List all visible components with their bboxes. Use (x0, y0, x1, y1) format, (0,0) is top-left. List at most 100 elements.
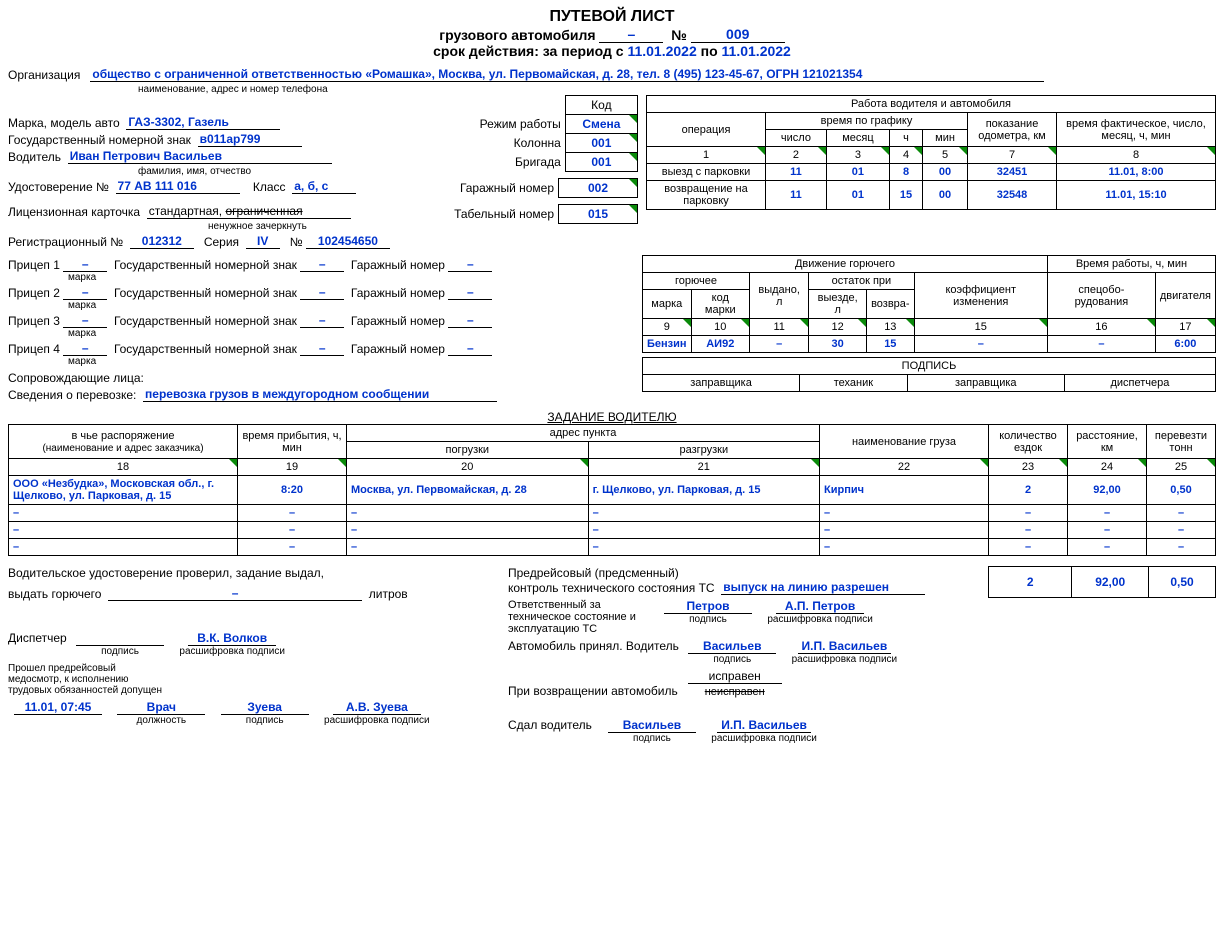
task-cell: – (238, 522, 347, 539)
trailer-plate-label: Государственный номерной знак (114, 342, 297, 356)
transport-label: Сведения о перевозке: (8, 388, 136, 402)
sig-sub4: подпись (608, 733, 696, 744)
org-line: Организация общество с ограниченной отве… (8, 67, 1216, 82)
driver-name: Иван Петрович Васильев (68, 149, 332, 164)
sig-sub2: подпись (664, 614, 752, 625)
task-cell: 0,50 (1147, 476, 1216, 505)
med-sig: Зуева (221, 700, 309, 715)
wc7: 7 (1009, 149, 1015, 161)
task-cell: – (347, 522, 589, 539)
title: ПУТЕВОЙ ЛИСТ (8, 8, 1216, 26)
th-trips: количество ездок (989, 425, 1068, 459)
issue-fuel-label: выдать горючего (8, 587, 101, 601)
fc14: 13 (884, 321, 896, 333)
disp-decode: расшифровка подписи (179, 646, 285, 657)
tc19: 19 (286, 461, 298, 473)
fh-rest: остаток при (809, 273, 914, 290)
task-cell: – (238, 505, 347, 522)
fc17: 17 (1179, 321, 1191, 333)
trailer-garage-label: Гаражный номер (351, 342, 445, 356)
reg-ext-label: № (290, 235, 303, 249)
header-blank1: – (599, 26, 663, 43)
tab-label: Табельный номер (428, 205, 559, 224)
trailer-garage-label: Гаражный номер (351, 314, 445, 328)
to-label: по (701, 43, 718, 59)
task-cell: 92,00 (1068, 476, 1147, 505)
th-arr: время прибытия, ч, мин (238, 425, 347, 459)
task-cell: – (1147, 505, 1216, 522)
sig-tech: теханик (800, 375, 908, 392)
med-name: А.В. Зуева (333, 700, 421, 715)
brand-label: Марка, модель авто (8, 116, 120, 130)
trailer-row: Прицеп 4 – Государственный номерной знак… (8, 341, 638, 367)
task-row: ООО «Незбудка», Московская обл., г. Щелк… (9, 476, 1216, 505)
task-cell: – (1147, 539, 1216, 556)
fc16: 16 (1095, 321, 1107, 333)
reg-series-label: Серия (204, 235, 239, 249)
fr-code: АИ92 (691, 336, 749, 353)
task-cell: – (9, 522, 238, 539)
on-return: При возвращении автомобиль (508, 684, 678, 698)
wr1-day: 11 (766, 181, 827, 210)
trailer-garage: – (448, 313, 492, 328)
wh-actual: время фактическое, число, месяц, ч, мин (1057, 113, 1216, 147)
sig-sub3: подпись (688, 654, 776, 665)
trailer-plate: – (300, 285, 344, 300)
resp-name: А.П. Петров (776, 599, 864, 614)
fh-out: выезде, л (809, 290, 867, 319)
trailer-label: Прицеп 1 (8, 258, 60, 272)
trailer-label: Прицеп 2 (8, 286, 60, 300)
fh-coef: коэффициент изменения (914, 273, 1047, 319)
fh-fuel: горючее (643, 273, 750, 290)
wr1-min: 00 (923, 181, 968, 210)
car-accept: Автомобиль принял. Водитель (508, 639, 679, 653)
wr1-h: 15 (889, 181, 922, 210)
wr0-h: 8 (889, 164, 922, 181)
fc12: 12 (832, 321, 844, 333)
wr1-odo: 32548 (968, 181, 1057, 210)
wh-odo: показание одометра, км (968, 113, 1057, 147)
wr1-month: 01 (826, 181, 889, 210)
fh-eng: двигателя (1155, 273, 1215, 319)
wr0-op: выезд с парковки (647, 164, 766, 181)
task-cell: – (989, 539, 1068, 556)
task-cell: – (989, 522, 1068, 539)
tc20: 20 (461, 461, 473, 473)
disp-sig-sub: подпись (76, 646, 164, 657)
work-title: Работа водителя и автомобиля (647, 96, 1216, 113)
wc3: 3 (855, 149, 861, 161)
trailer-row: Прицеп 2 – Государственный номерной знак… (8, 285, 638, 311)
trailer-row: Прицеп 1 – Государственный номерной знак… (8, 257, 638, 283)
task-cell: – (347, 539, 589, 556)
fc10: 10 (714, 321, 726, 333)
tc23: 23 (1022, 461, 1034, 473)
wr0-min: 00 (923, 164, 968, 181)
task-cell: Москва, ул. Первомайская, д. 28 (347, 476, 589, 505)
lic-sub: ненужное зачеркнуть (208, 221, 428, 232)
th-load: погрузки (347, 442, 589, 459)
garage-label: Гаражный номер (428, 179, 559, 198)
task-cell: – (238, 539, 347, 556)
decode-sub4: расшифровка подписи (711, 733, 817, 744)
fh-ret: возвра- (867, 290, 915, 319)
brand-value: ГАЗ-3302, Газель (126, 115, 280, 130)
fr-coef: – (914, 336, 1047, 353)
wc4: 4 (903, 149, 909, 161)
med-role: Врач (117, 700, 205, 715)
reg-num: 012312 (130, 234, 194, 249)
bad: неисправен (705, 686, 765, 698)
plate-value: в011ар799 (198, 132, 302, 147)
task-cell: – (588, 505, 819, 522)
release-val: выпуск на линию разрешен (721, 580, 925, 595)
sig-title: ПОДПИСЬ (643, 358, 1216, 375)
date-from: 11.01.2022 (627, 43, 696, 59)
accompany-label: Сопровождающие лица: (8, 371, 144, 385)
task-row: –––––––– (9, 539, 1216, 556)
trailer-mark-sub: марка (68, 356, 638, 367)
reg-label: Регистрационный № (8, 235, 123, 249)
med-text: Прошел предрейсовый медосмотр, к исполне… (8, 663, 168, 696)
task-cell: Кирпич (820, 476, 989, 505)
resp-label: Ответственный за техническое состояние и… (508, 599, 658, 635)
transport-value: перевозка грузов в междугородном сообщен… (143, 387, 497, 402)
lic-standard: стандартная, (149, 204, 222, 218)
